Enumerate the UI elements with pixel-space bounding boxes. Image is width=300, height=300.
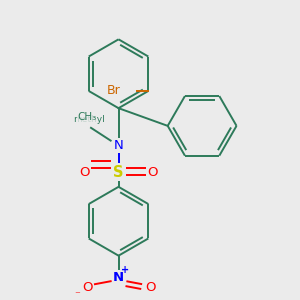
Text: O: O [148,166,158,178]
Text: O: O [145,280,155,294]
Text: N: N [113,271,124,284]
Text: O: O [82,280,92,294]
Text: S: S [113,165,124,180]
Text: methyl: methyl [73,115,105,124]
Text: N: N [114,139,123,152]
Text: +: + [122,266,130,275]
Text: CH₃: CH₃ [77,112,97,122]
Text: O: O [79,166,89,178]
Text: ⁻: ⁻ [74,290,80,300]
Text: Br: Br [107,85,121,98]
